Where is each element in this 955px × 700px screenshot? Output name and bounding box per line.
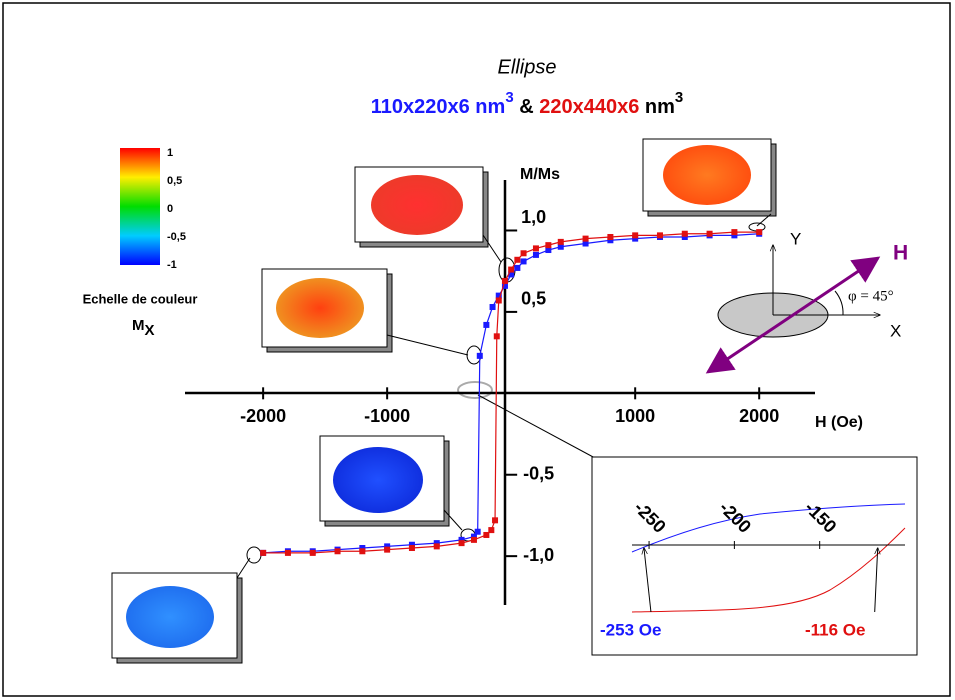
colorbar-tick-label: -1 <box>167 259 177 271</box>
data-point <box>582 235 589 242</box>
data-point <box>656 232 663 239</box>
data-point <box>706 230 713 237</box>
data-point <box>681 230 688 237</box>
inset-marker-label: -253 Oe <box>600 620 661 639</box>
data-point <box>458 540 465 547</box>
data-point <box>532 251 539 258</box>
y-tick-label: -0,5 <box>523 463 554 483</box>
data-point <box>359 548 366 555</box>
data-point <box>309 549 316 556</box>
data-point <box>532 245 539 252</box>
data-point <box>545 242 552 249</box>
data-point <box>508 266 515 273</box>
y-axis-label: M/Ms <box>520 166 560 183</box>
thumbnails <box>111 138 777 664</box>
data-point <box>632 232 639 239</box>
subtitle-part: 3 <box>505 89 513 106</box>
series-line <box>263 231 760 554</box>
data-point <box>474 528 481 535</box>
data-point <box>731 232 738 239</box>
data-point <box>582 240 589 247</box>
x-tick-label: 2000 <box>739 406 779 426</box>
data-point <box>681 233 688 240</box>
data-point <box>492 517 499 524</box>
data-point <box>607 233 614 240</box>
y-tick-label: 0,5 <box>521 289 546 309</box>
data-point <box>260 549 267 556</box>
data-point <box>433 543 440 550</box>
data-point <box>408 545 415 552</box>
data-point <box>501 277 508 284</box>
data-point <box>489 304 496 311</box>
data-point <box>359 545 366 552</box>
inset-marker <box>644 548 652 613</box>
data-point <box>508 271 515 278</box>
data-point <box>514 256 521 263</box>
diagram-label: Y <box>790 229 801 248</box>
data-point <box>483 321 490 328</box>
inset-marker-label: -116 Oe <box>805 620 866 639</box>
title: Ellipse <box>498 56 557 78</box>
colorbar-tick-label: 0,5 <box>167 175 182 187</box>
data-point <box>408 541 415 548</box>
data-point <box>334 548 341 555</box>
subtitle-part: & <box>514 96 540 118</box>
colorbar-tick-label: 1 <box>167 147 173 159</box>
data-point <box>731 229 738 236</box>
data-point <box>495 297 502 304</box>
data-point <box>607 237 614 244</box>
x-tick-label: -2000 <box>240 406 286 426</box>
subtitle-part: nm <box>639 96 675 118</box>
subtitle: 110x220x6 nm3 & 220x440x6 nm3 <box>371 89 683 118</box>
data-point <box>557 238 564 245</box>
colorbar-tick-label: 0 <box>167 203 173 215</box>
subtitle-part: 110x220x6 nm <box>371 96 506 118</box>
subtitle-part: 3 <box>675 89 683 106</box>
inset-marker <box>874 548 878 613</box>
data-point <box>493 333 500 340</box>
data-point <box>384 543 391 550</box>
data-point <box>458 536 465 543</box>
data-point <box>632 235 639 242</box>
colorbar-label: Echelle de couleur <box>83 291 198 306</box>
colorbar-label: MX <box>132 317 155 339</box>
y-tick-label: -1,0 <box>523 545 554 565</box>
data-point <box>557 243 564 250</box>
data-point <box>514 264 521 271</box>
colorbar-label-sub: X <box>145 322 155 339</box>
data-point <box>488 527 495 534</box>
data-point <box>476 352 483 359</box>
colorbar-label-main: M <box>132 317 145 334</box>
diagram-label: X <box>890 321 901 340</box>
data-point <box>284 549 291 556</box>
data-point <box>545 247 552 254</box>
colorbar <box>120 148 160 265</box>
orientation-diagram <box>705 245 880 374</box>
subtitle-part: 220x440x6 <box>539 96 639 118</box>
x-tick-label: -1000 <box>364 406 410 426</box>
data-point <box>470 536 477 543</box>
data-point <box>495 292 502 299</box>
inset <box>591 456 918 656</box>
data-point <box>501 282 508 289</box>
x-tick-label: 1000 <box>615 406 655 426</box>
colorbar-tick-label: -0,5 <box>167 231 186 243</box>
data-point <box>520 250 527 257</box>
x-axis-label: H (Oe) <box>815 414 863 431</box>
diagram-label: φ = 45° <box>848 288 894 304</box>
y-tick-label: 1,0 <box>521 207 546 227</box>
data-point <box>433 540 440 547</box>
data-point <box>520 258 527 265</box>
data-point <box>384 546 391 553</box>
data-point <box>756 229 763 236</box>
inset-curve <box>631 503 906 553</box>
data-point <box>470 533 477 540</box>
diagram-label: H <box>893 242 908 265</box>
data-point <box>483 531 490 538</box>
